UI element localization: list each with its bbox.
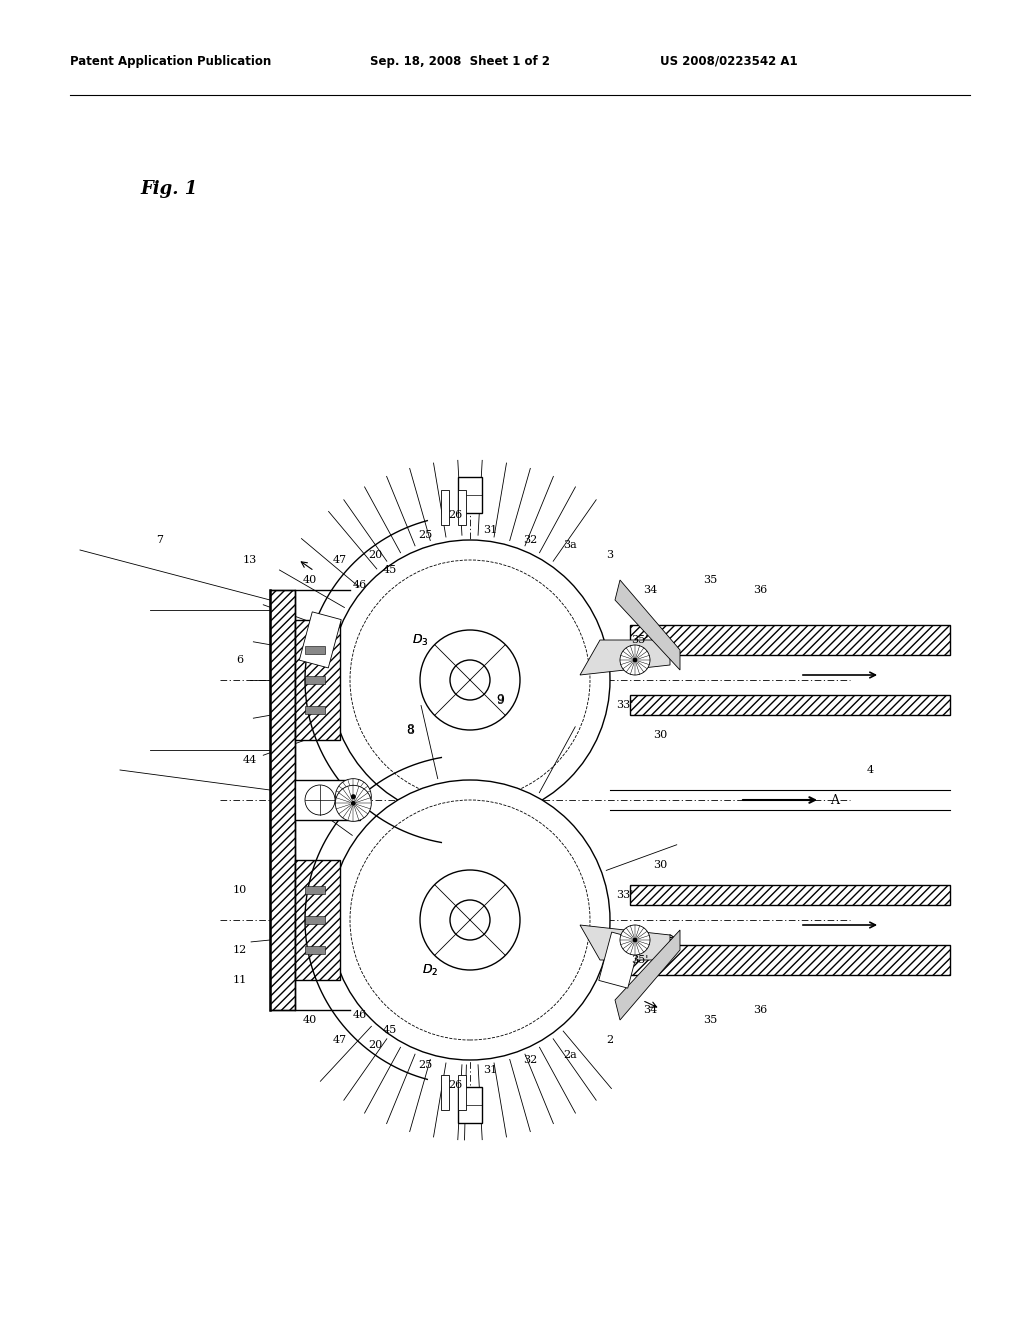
Bar — [458, 1074, 466, 1110]
Text: 25: 25 — [418, 1060, 432, 1071]
Bar — [630, 884, 950, 906]
Text: $D_2$: $D_2$ — [422, 962, 438, 978]
Circle shape — [335, 785, 372, 821]
Text: 44: 44 — [243, 755, 257, 766]
Text: 25: 25 — [418, 531, 432, 540]
Text: 30: 30 — [653, 861, 667, 870]
Bar — [458, 477, 482, 513]
Polygon shape — [580, 925, 670, 960]
Polygon shape — [615, 579, 680, 671]
Polygon shape — [615, 931, 680, 1020]
Circle shape — [633, 657, 638, 663]
Text: 32: 32 — [523, 1055, 538, 1065]
Text: 20: 20 — [368, 550, 382, 560]
Text: Fig. 1: Fig. 1 — [140, 180, 198, 198]
Text: 11: 11 — [232, 975, 247, 985]
Bar — [270, 590, 295, 1010]
Bar — [441, 1074, 449, 1110]
Text: US 2008/0223542 A1: US 2008/0223542 A1 — [660, 55, 798, 69]
Text: 47: 47 — [333, 554, 347, 565]
Circle shape — [450, 900, 490, 940]
Circle shape — [620, 925, 650, 954]
Bar — [295, 620, 340, 741]
Circle shape — [335, 779, 372, 814]
Circle shape — [420, 630, 520, 730]
Text: 45: 45 — [383, 1026, 397, 1035]
Bar — [295, 780, 360, 820]
Text: 9: 9 — [497, 696, 504, 705]
Text: 7: 7 — [157, 535, 164, 545]
Text: 4: 4 — [866, 766, 873, 775]
Text: Patent Application Publication: Patent Application Publication — [70, 55, 271, 69]
Circle shape — [351, 795, 355, 799]
Text: 32: 32 — [523, 535, 538, 545]
Text: 47: 47 — [333, 1035, 347, 1045]
Bar — [458, 1086, 482, 1123]
Bar — [305, 946, 325, 954]
Text: 26: 26 — [447, 510, 462, 520]
Bar — [305, 706, 325, 714]
Text: 3a: 3a — [563, 540, 577, 550]
Text: 33': 33' — [616, 700, 634, 710]
Bar — [630, 696, 950, 715]
Text: $D_3$: $D_3$ — [412, 632, 428, 648]
Text: 12: 12 — [232, 945, 247, 954]
Text: 8: 8 — [406, 723, 414, 737]
Bar — [305, 676, 325, 684]
Text: $D_2$: $D_2$ — [422, 962, 438, 978]
Circle shape — [330, 780, 610, 1060]
Bar — [305, 916, 325, 924]
Bar — [630, 945, 950, 975]
Text: 26: 26 — [447, 1080, 462, 1090]
Bar — [305, 886, 325, 894]
Text: 10: 10 — [232, 884, 247, 895]
Text: $D_3$: $D_3$ — [412, 632, 428, 648]
Text: A: A — [830, 793, 839, 807]
Text: 8: 8 — [407, 725, 414, 735]
Text: 2a: 2a — [563, 1049, 577, 1060]
Circle shape — [351, 801, 355, 805]
Text: 31: 31 — [483, 525, 497, 535]
Text: 45: 45 — [383, 565, 397, 576]
Text: 31: 31 — [483, 1065, 497, 1074]
Text: 3: 3 — [606, 550, 613, 560]
Bar — [630, 624, 950, 655]
Text: 30: 30 — [653, 730, 667, 741]
Circle shape — [330, 540, 610, 820]
Circle shape — [633, 937, 638, 942]
Bar — [441, 490, 449, 525]
Text: 35: 35 — [702, 576, 717, 585]
Text: 20: 20 — [368, 1040, 382, 1049]
Text: 35': 35' — [632, 635, 648, 645]
Text: 36: 36 — [753, 585, 767, 595]
Text: 36: 36 — [753, 1005, 767, 1015]
Text: 46: 46 — [353, 1010, 368, 1020]
Text: Sep. 18, 2008  Sheet 1 of 2: Sep. 18, 2008 Sheet 1 of 2 — [370, 55, 550, 69]
Bar — [305, 645, 325, 653]
Text: 6: 6 — [237, 655, 244, 665]
Text: 40: 40 — [303, 1015, 317, 1026]
Polygon shape — [580, 640, 670, 675]
Circle shape — [620, 645, 650, 675]
Text: 35': 35' — [632, 954, 648, 965]
Polygon shape — [299, 612, 341, 668]
Text: 33': 33' — [616, 890, 634, 900]
Text: 2: 2 — [606, 1035, 613, 1045]
Text: 34: 34 — [643, 585, 657, 595]
Circle shape — [450, 660, 490, 700]
Text: 35: 35 — [702, 1015, 717, 1026]
Bar — [458, 490, 466, 525]
Text: 34: 34 — [643, 1005, 657, 1015]
Text: 40: 40 — [303, 576, 317, 585]
Text: 46: 46 — [353, 579, 368, 590]
Text: 9: 9 — [496, 693, 504, 706]
Text: 13: 13 — [243, 554, 257, 565]
Bar — [295, 861, 340, 979]
Polygon shape — [599, 932, 641, 989]
Circle shape — [420, 870, 520, 970]
